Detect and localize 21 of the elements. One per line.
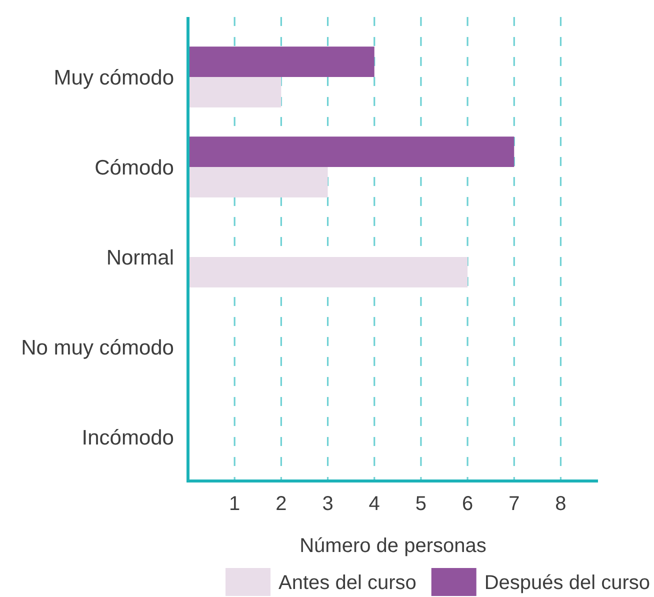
x-tick-label: 6 [462, 493, 474, 515]
y-tick-label: Incómodo [82, 426, 174, 450]
y-tick-label: Muy cómodo [54, 66, 174, 90]
x-tick-label: 8 [555, 493, 566, 515]
x-tick-label: 7 [508, 493, 520, 515]
bar [188, 77, 282, 108]
x-tick-label: 1 [229, 493, 240, 515]
bar [188, 136, 514, 167]
bar [188, 257, 468, 288]
bar [188, 46, 374, 77]
y-tick-label: Cómodo [94, 156, 174, 180]
x-tick-label: 5 [415, 493, 427, 515]
legend-label: Antes del curso [278, 572, 416, 594]
bar [188, 167, 328, 198]
x-tick-label: 3 [322, 493, 334, 515]
x-tick-label: 2 [276, 493, 287, 515]
legend-label: Después del curso [484, 572, 650, 594]
x-axis-title: Número de personas [300, 535, 486, 557]
y-tick-label: No muy cómodo [21, 336, 174, 360]
x-tick-label: 4 [368, 493, 380, 515]
y-tick-label: Normal [106, 246, 174, 270]
